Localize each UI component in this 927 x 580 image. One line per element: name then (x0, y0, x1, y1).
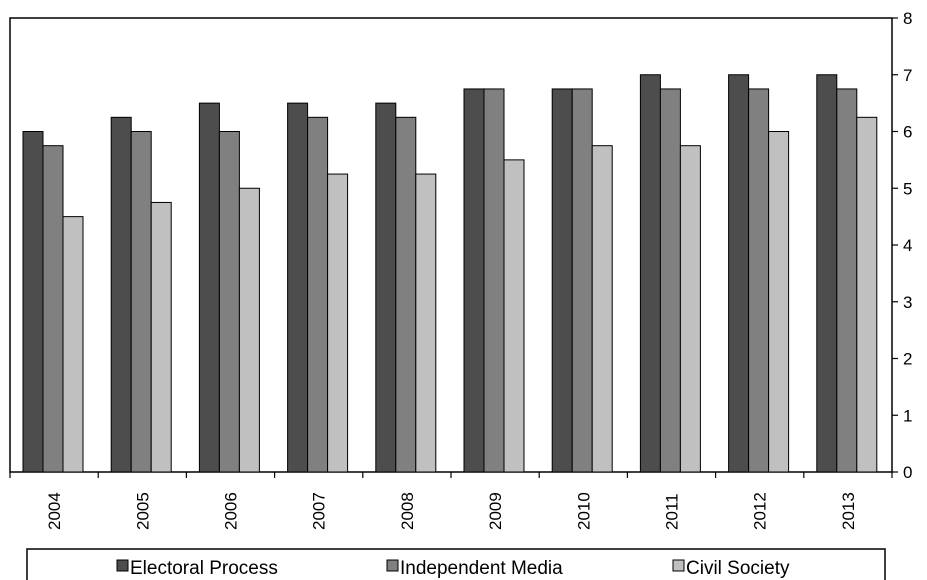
bar-electoral-process-2011 (639, 74, 661, 473)
legend-box (26, 548, 886, 580)
legend-swatch-civil-society (672, 559, 685, 572)
bar-independent-media-2011 (659, 88, 681, 473)
bar-civil-society-2011 (679, 145, 701, 473)
y-tick-label: 3 (903, 293, 912, 312)
bar-independent-media-2013 (836, 88, 858, 473)
legend-label-independent-media: Independent Media (400, 558, 563, 579)
bar-civil-society-2007 (327, 173, 349, 473)
y-tick-label: 0 (903, 463, 912, 482)
y-tick-label: 2 (903, 350, 912, 369)
bar-civil-society-2009 (503, 159, 525, 473)
x-tick-label-2013: 2013 (839, 492, 858, 530)
x-axis: 2004 2005 2006 2007 2008 2009 2010 2011 2012 2013 (9, 472, 893, 530)
y-tick-label: 6 (903, 123, 912, 142)
bar-electoral-process-2008 (375, 102, 397, 473)
bar-civil-society-2006 (238, 187, 260, 473)
bar-independent-media-2004 (42, 145, 64, 473)
bar-independent-media-2009 (483, 88, 505, 473)
bar-electoral-process-2012 (728, 74, 750, 473)
bar-independent-media-2005 (130, 131, 152, 473)
bar-independent-media-2007 (307, 116, 329, 473)
bar-independent-media-2006 (218, 131, 240, 473)
y-axis: 0 1 2 3 4 5 6 7 8 (892, 9, 912, 482)
legend-swatch-electoral-process (116, 559, 129, 572)
x-tick-label-2010: 2010 (574, 492, 593, 530)
bar-independent-media-2008 (395, 116, 417, 473)
bar-civil-society-2013 (856, 116, 878, 473)
legend-label-electoral-process: Electoral Process (130, 558, 278, 579)
bar-civil-society-2010 (591, 145, 613, 473)
bar-electoral-process-2004 (22, 131, 44, 473)
bar-civil-society-2004 (62, 216, 84, 473)
legend-label-civil-society: Civil Society (686, 558, 790, 579)
bar-electoral-process-2007 (287, 102, 309, 473)
y-tick-label: 5 (903, 179, 912, 198)
bar-electoral-process-2009 (463, 88, 485, 473)
x-tick-label-2004: 2004 (45, 492, 64, 530)
bar-civil-society-2012 (768, 131, 790, 473)
y-tick-label: 7 (903, 66, 912, 85)
x-tick-label-2009: 2009 (486, 492, 505, 530)
legend-swatch-independent-media (386, 559, 399, 572)
bars-group (22, 74, 878, 473)
x-tick-label-2008: 2008 (398, 492, 417, 530)
x-tick-label-2005: 2005 (133, 492, 152, 530)
x-tick-label-2007: 2007 (310, 492, 329, 530)
bar-electoral-process-2005 (110, 116, 132, 473)
y-tick-label: 8 (903, 9, 912, 28)
bar-electoral-process-2006 (198, 102, 220, 473)
x-tick-label-2006: 2006 (222, 492, 241, 530)
x-tick-label-2012: 2012 (751, 492, 770, 530)
x-tick-label-2011: 2011 (663, 493, 682, 530)
y-tick-label: 1 (903, 406, 912, 425)
bar-independent-media-2010 (571, 88, 593, 473)
y-tick-label: 4 (903, 236, 912, 255)
bar-independent-media-2012 (748, 88, 770, 473)
legend: Electoral Process Independent Media Civil … (26, 548, 886, 580)
bar-electoral-process-2013 (816, 74, 838, 473)
bar-civil-society-2005 (150, 201, 172, 473)
bar-electoral-process-2010 (551, 88, 573, 473)
bar-civil-society-2008 (415, 173, 437, 473)
